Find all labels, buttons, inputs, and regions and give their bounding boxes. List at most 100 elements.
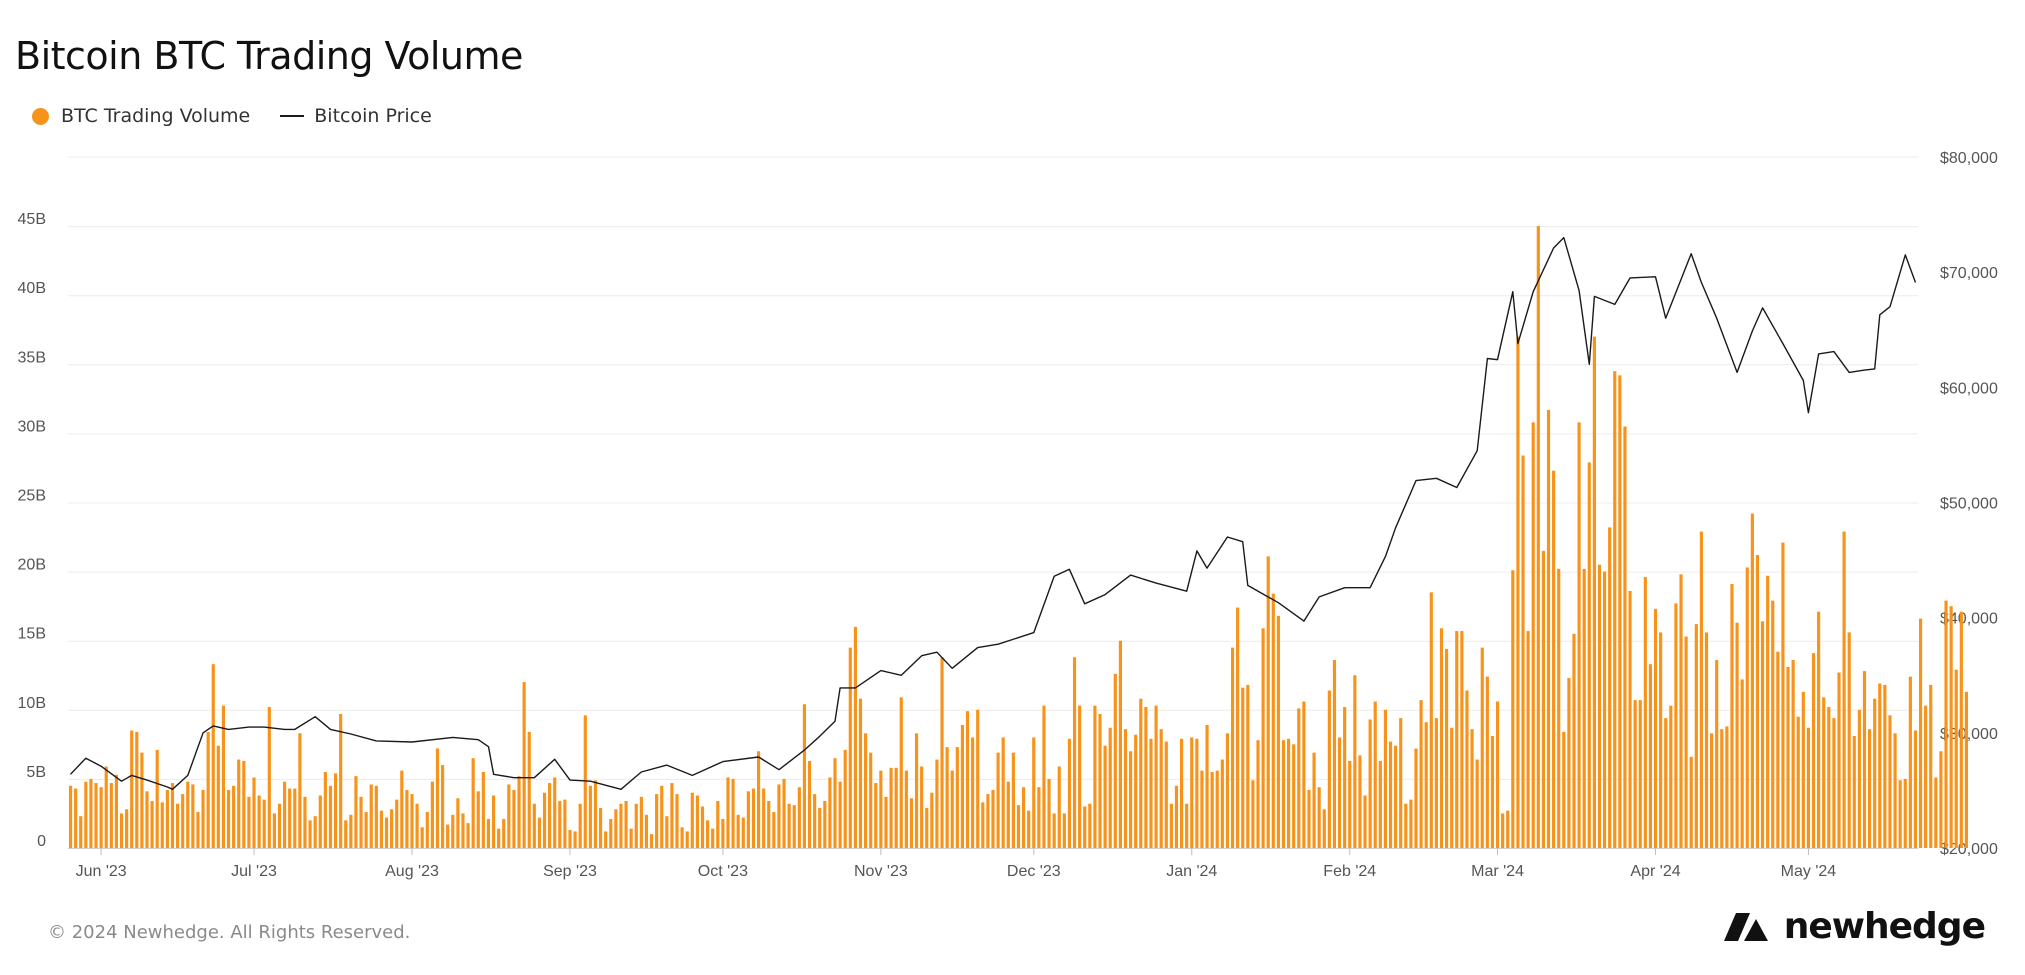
volume-bar — [700, 806, 705, 848]
volume-bar — [1154, 705, 1158, 848]
volume-bar — [1847, 632, 1851, 848]
volume-bar — [655, 794, 659, 848]
logo-mark-icon — [1723, 912, 1768, 941]
volume-bar — [991, 789, 995, 848]
x-tick-label: Jan '24 — [1166, 863, 1217, 880]
legend: BTC Trading Volume Bitcoin Price — [32, 105, 462, 127]
volume-bar — [466, 823, 470, 848]
volume-bar — [298, 733, 302, 848]
volume-bar — [1292, 744, 1296, 848]
volume-bar — [1450, 727, 1454, 848]
volume-bar — [762, 788, 766, 848]
volume-bar — [1730, 584, 1734, 848]
legend-swatch-price — [280, 115, 305, 117]
volume-bar — [1679, 574, 1683, 848]
volume-bar — [1312, 752, 1316, 848]
volume-bar — [960, 725, 964, 848]
volume-bar — [1623, 426, 1627, 848]
volume-bar — [481, 771, 485, 848]
x-tick-label: Apr '24 — [1630, 863, 1680, 880]
y-right-tick-label: $30,000 — [1940, 726, 1998, 743]
volume-bar — [1327, 690, 1331, 848]
volume-bar — [1602, 571, 1607, 848]
volume-bar — [119, 813, 124, 848]
volume-bar — [751, 788, 756, 848]
volume-bar — [1613, 371, 1617, 848]
volume-bar — [777, 784, 781, 848]
volume-bar — [797, 787, 801, 848]
volume-bar — [1164, 741, 1168, 848]
volume-bar — [1394, 745, 1398, 848]
legend-item-volume[interactable]: BTC Trading Volume — [32, 105, 250, 127]
volume-bar — [909, 798, 914, 848]
y-left-tick-label: 25B — [18, 488, 46, 505]
volume-bar — [221, 705, 226, 848]
volume-bar — [1490, 736, 1495, 848]
volume-bar — [583, 715, 587, 848]
brand-logo[interactable]: newhedge — [1723, 906, 1986, 947]
volume-bar — [1332, 660, 1337, 848]
volume-bar — [818, 807, 822, 848]
volume-bar — [986, 794, 990, 848]
volume-bar — [920, 766, 924, 848]
volume-bar — [1715, 660, 1719, 848]
volume-bar — [1006, 781, 1010, 848]
volume-bar — [1689, 756, 1693, 848]
volume-bar — [1251, 780, 1255, 848]
volume-bar — [1817, 611, 1821, 848]
volume-bar — [471, 758, 475, 848]
y-right-tick-label: $70,000 — [1940, 265, 1998, 282]
volume-bar — [1628, 590, 1632, 848]
volume-bar — [170, 783, 175, 848]
volume-bar — [1149, 738, 1153, 848]
volume-bar — [94, 783, 98, 848]
volume-bar — [965, 711, 970, 848]
volume-bar — [379, 810, 384, 848]
volume-bar — [186, 781, 190, 848]
volume-bar — [1669, 705, 1673, 848]
volume-bar — [1913, 730, 1918, 848]
volume-bar — [1857, 709, 1861, 848]
volume-bar — [507, 784, 511, 848]
volume-bar — [1439, 628, 1444, 848]
volume-bar — [104, 766, 108, 848]
volume-bar — [853, 626, 857, 848]
volume-bar — [247, 796, 251, 848]
volume-bar — [660, 785, 664, 848]
volume-bar — [1704, 632, 1709, 848]
volume-bar — [925, 807, 929, 848]
y-left-tick-label: 15B — [18, 626, 46, 643]
y-left-tick-label: 10B — [18, 695, 46, 712]
volume-bar — [1103, 745, 1107, 848]
volume-bar — [848, 647, 852, 848]
volume-bar — [74, 788, 78, 848]
volume-bar — [706, 820, 710, 848]
y-left-tick-label: 45B — [18, 211, 46, 228]
volume-bar — [1674, 603, 1678, 848]
volume-bar — [1597, 564, 1602, 848]
volume-bar — [1949, 606, 1953, 848]
volume-bar — [354, 776, 358, 848]
volume-bar — [1108, 727, 1112, 848]
volume-bar — [1358, 755, 1362, 848]
volume-bar — [1475, 759, 1479, 848]
legend-item-price[interactable]: Bitcoin Price — [280, 105, 432, 127]
logo-text: newhedge — [1783, 906, 1986, 947]
volume-bar — [945, 747, 949, 848]
volume-bar — [1144, 707, 1148, 848]
volume-bar — [1281, 740, 1286, 848]
volume-bar — [1745, 567, 1749, 848]
volume-bar — [823, 801, 827, 848]
volume-bar — [313, 816, 317, 848]
volume-bar — [328, 785, 333, 848]
volume-bar — [1511, 570, 1515, 848]
volume-bar — [1771, 600, 1775, 848]
volume-bar — [1027, 810, 1031, 848]
volume-bar — [1954, 669, 1958, 848]
x-tick-label: Mar '24 — [1471, 863, 1524, 880]
chart-title: Bitcoin BTC Trading Volume — [15, 34, 523, 78]
volume-bar — [303, 796, 307, 848]
volume-bar — [1801, 691, 1805, 848]
volume-bar — [588, 785, 592, 848]
